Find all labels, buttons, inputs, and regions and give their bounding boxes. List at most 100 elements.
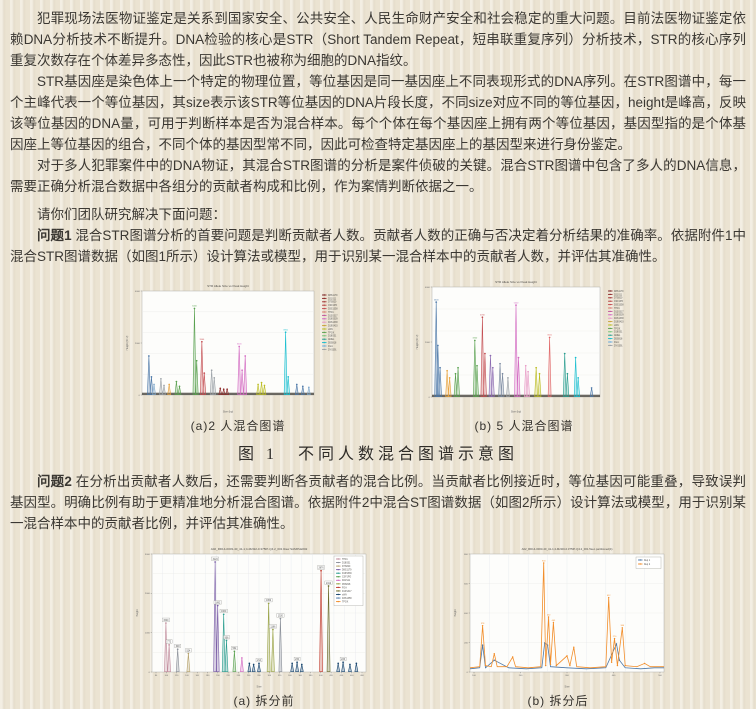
- svg-text:D2S1338: D2S1338: [614, 318, 624, 320]
- svg-text:3000: 3000: [237, 344, 242, 346]
- svg-text:vWA: vWA: [614, 324, 619, 327]
- svg-text:D7S820: D7S820: [614, 298, 623, 300]
- paragraph-mixture: 对于多人犯罪案件中的DNA物证，其混合STR图谱的分析是案件侦破的关键。混合ST…: [10, 155, 746, 197]
- svg-text:Size (bp): Size (bp): [223, 410, 234, 414]
- paragraph-problem2: 问题2 在分析出贡献者人数后，还需要判断各贡献者的混合比例。当贡献者比例接近时，…: [10, 471, 746, 534]
- svg-text:AMEL: AMEL: [614, 334, 621, 337]
- svg-text:2412: 2412: [326, 583, 332, 585]
- paragraph-str-locus: STR基因座是染色体上一个特定的物理位置，等位基因是同一基因座上不同表现形式的D…: [10, 71, 746, 155]
- svg-text:260: 260: [247, 675, 251, 677]
- svg-text:800: 800: [464, 554, 468, 556]
- figure2: A02_RD14-0003-40_41-1;4-M2I22-0.375IP-Q4…: [60, 542, 746, 709]
- svg-text:3500: 3500: [547, 335, 552, 337]
- svg-text:A02_RD14-0003-40_41-1;4-M2I22-: A02_RD14-0003-40_41-1;4-M2I22-0.375IP-Q4…: [211, 547, 308, 551]
- svg-text:360: 360: [621, 625, 625, 627]
- svg-text:Rep 1: Rep 1: [644, 560, 651, 562]
- svg-text:1520: 1520: [278, 615, 284, 617]
- svg-text:D5S818: D5S818: [328, 343, 337, 345]
- svg-text:Rep 2: Rep 2: [644, 564, 651, 566]
- svg-text:D13S317: D13S317: [328, 315, 338, 317]
- svg-text:906: 906: [225, 637, 230, 639]
- svg-text:D3S1358: D3S1358: [328, 309, 338, 311]
- svg-text:AMEL: AMEL: [328, 338, 335, 341]
- paragraph-task-intro: 请你们团队研究解决下面问题：: [10, 204, 746, 225]
- figure1a-caption: (a)2 人混合图谱: [190, 419, 286, 433]
- svg-text:5400: 5400: [514, 302, 519, 304]
- svg-text:1952: 1952: [266, 600, 272, 602]
- svg-text:80: 80: [155, 675, 158, 677]
- svg-text:450: 450: [547, 614, 551, 616]
- svg-text:200: 200: [464, 642, 468, 644]
- svg-text:300: 300: [268, 675, 272, 677]
- figure2b-caption: (b) 拆分后: [527, 694, 589, 708]
- svg-text:Height: Height: [136, 609, 139, 617]
- svg-text:280: 280: [257, 675, 261, 677]
- svg-text:STR Allele Size vs Peak Height: STR Allele Size vs Peak Height: [495, 280, 537, 284]
- svg-text:CSF1PO: CSF1PO: [328, 305, 337, 307]
- svg-text:3000: 3000: [145, 554, 151, 556]
- svg-text:D3S1358: D3S1358: [342, 598, 352, 600]
- svg-text:3124: 3124: [213, 559, 219, 561]
- svg-text:440: 440: [340, 675, 344, 677]
- svg-text:562: 562: [232, 648, 237, 650]
- svg-text:400: 400: [464, 613, 468, 615]
- svg-text:1186: 1186: [270, 626, 276, 628]
- svg-text:4700: 4700: [480, 314, 485, 316]
- svg-text:CSF1PO: CSF1PO: [342, 577, 351, 579]
- svg-text:240: 240: [237, 675, 241, 677]
- svg-text:D21S11: D21S11: [342, 580, 351, 582]
- svg-text:380: 380: [309, 675, 313, 677]
- svg-text:Height (RFU): Height (RFU): [126, 335, 129, 350]
- paragraph-task-intro-text: 请你们团队研究解决下面问题：: [37, 207, 226, 222]
- svg-text:D7S820: D7S820: [328, 302, 337, 304]
- svg-text:0: 0: [467, 672, 469, 674]
- svg-text:D16S539: D16S539: [328, 319, 338, 321]
- svg-text:5600: 5600: [434, 299, 439, 301]
- svg-text:D21S11: D21S11: [614, 294, 623, 296]
- paragraph-str-locus-text: STR基因座是染色体上一个特定的物理位置，等位基因是同一基因座上不同表现形式的D…: [10, 74, 746, 152]
- svg-text:TH01: TH01: [328, 312, 334, 314]
- svg-text:D19S433: D19S433: [614, 322, 624, 324]
- svg-text:600: 600: [464, 583, 468, 585]
- svg-text:226: 226: [341, 659, 346, 661]
- svg-text:D19S433: D19S433: [328, 326, 338, 328]
- svg-text:400: 400: [319, 675, 323, 677]
- svg-text:2000: 2000: [135, 343, 141, 345]
- svg-text:FGA: FGA: [342, 586, 347, 589]
- svg-text:FGA: FGA: [328, 345, 333, 348]
- problem2-text: 在分析出贡献者人数后，还需要判断各贡献者的混合比例。当贡献者比例接近时，等位基因…: [10, 474, 746, 531]
- svg-text:0: 0: [429, 397, 431, 399]
- svg-text:D2S1338: D2S1338: [328, 322, 338, 324]
- svg-text:160: 160: [195, 675, 199, 677]
- svg-text:DYS391: DYS391: [328, 349, 337, 351]
- svg-text:Size: Size: [256, 685, 262, 689]
- svg-text:4000: 4000: [425, 287, 431, 289]
- svg-text:460: 460: [350, 675, 354, 677]
- svg-text:1540: 1540: [163, 620, 169, 622]
- svg-text:220: 220: [226, 675, 230, 677]
- svg-text:TPOX: TPOX: [614, 328, 621, 330]
- figure1b-caption: (b) 5 人混合图谱: [474, 419, 574, 433]
- str-chart-after-partition: A02_RD14-0003-40_41-1;4-M2I20-0.375IP-Q4…: [454, 547, 665, 689]
- svg-text:D8S1179: D8S1179: [342, 570, 352, 572]
- svg-text:4000: 4000: [135, 291, 141, 293]
- svg-text:120: 120: [175, 675, 179, 677]
- svg-text:Height (RFU): Height (RFU): [416, 334, 419, 349]
- figure2-panel-b: A02_RD14-0003-40_41-1;4-M2I20-0.375IP-Q4…: [440, 542, 676, 709]
- svg-text:100: 100: [165, 675, 169, 677]
- problem1-text: 混合STR图谱分析的首要问题是判断贡献者人数。贡献者人数的正确与否决定着分析结果…: [10, 228, 746, 264]
- svg-text:D8S1179: D8S1179: [328, 295, 338, 297]
- svg-text:772: 772: [167, 642, 172, 644]
- problem1-label: 问题1: [37, 228, 72, 243]
- svg-text:3300: 3300: [200, 339, 205, 341]
- svg-text:Height: Height: [454, 609, 457, 617]
- svg-text:3300: 3300: [473, 338, 478, 340]
- svg-text:214: 214: [257, 660, 262, 662]
- svg-text:1892: 1892: [215, 602, 221, 604]
- svg-text:A02_RD14-0003-40_41-1;4-M2I20-: A02_RD14-0003-40_41-1;4-M2I20-0.375IP-Q4…: [522, 547, 613, 551]
- svg-text:0: 0: [149, 672, 151, 674]
- svg-text:1660: 1660: [221, 611, 227, 613]
- svg-text:D7S820: D7S820: [342, 566, 351, 568]
- svg-text:140: 140: [185, 675, 189, 677]
